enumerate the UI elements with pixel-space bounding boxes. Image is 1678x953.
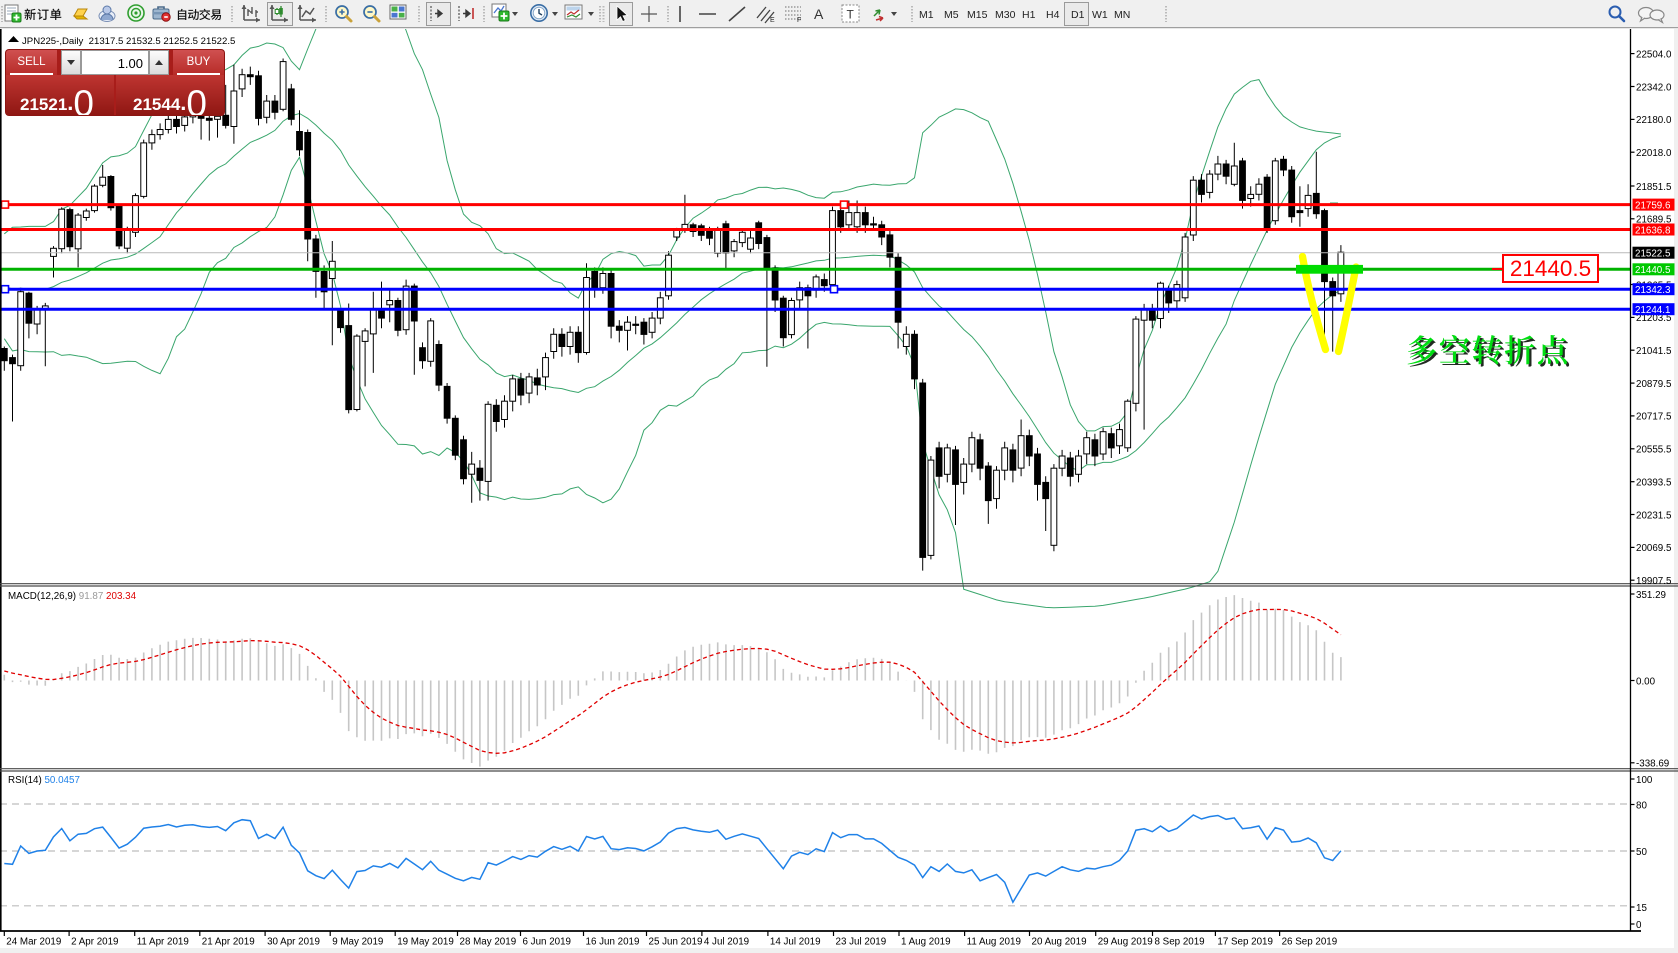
svg-text:21440.5: 21440.5 xyxy=(1635,265,1671,276)
svg-text:80: 80 xyxy=(1636,800,1647,811)
svg-text:21689.5: 21689.5 xyxy=(1636,215,1672,226)
svg-text:21636.8: 21636.8 xyxy=(1635,225,1671,236)
svg-text:21522.5: 21522.5 xyxy=(1635,249,1671,260)
svg-text:0.00: 0.00 xyxy=(1636,676,1656,687)
svg-text:17 Sep 2019: 17 Sep 2019 xyxy=(1217,937,1273,948)
svg-text:MN: MN xyxy=(1114,9,1130,21)
svg-text:15: 15 xyxy=(1636,903,1647,914)
svg-text:14 Jul 2019: 14 Jul 2019 xyxy=(770,937,821,948)
svg-text:-338.69: -338.69 xyxy=(1636,759,1669,770)
svg-text:21 Apr 2019: 21 Apr 2019 xyxy=(202,937,255,948)
svg-text:50: 50 xyxy=(1636,847,1647,858)
svg-text:19907.5: 19907.5 xyxy=(1636,576,1672,587)
svg-text:1 Aug 2019: 1 Aug 2019 xyxy=(901,937,951,948)
svg-text:M1: M1 xyxy=(919,9,934,21)
svg-text:22342.0: 22342.0 xyxy=(1636,82,1672,93)
svg-text:A: A xyxy=(814,6,824,22)
svg-text:21041.5: 21041.5 xyxy=(1636,346,1672,357)
svg-text:20717.5: 20717.5 xyxy=(1636,412,1672,423)
svg-text:W1: W1 xyxy=(1092,9,1108,21)
svg-text:25 Jun 2019: 25 Jun 2019 xyxy=(649,937,703,948)
svg-text:100: 100 xyxy=(1636,775,1653,786)
svg-text:4 Jul 2019: 4 Jul 2019 xyxy=(704,937,749,948)
svg-text:MACD(12,26,9) 91.87 203.34: MACD(12,26,9) 91.87 203.34 xyxy=(8,591,137,602)
svg-text:29 Aug 2019: 29 Aug 2019 xyxy=(1098,937,1153,948)
svg-text:JPN225-,Daily 21317.5 21532.5: JPN225-,Daily 21317.5 21532.5 21252.5 21… xyxy=(22,36,235,47)
svg-text:24 Mar 2019: 24 Mar 2019 xyxy=(6,937,61,948)
svg-text:9 May 2019: 9 May 2019 xyxy=(332,937,383,948)
svg-text:20555.5: 20555.5 xyxy=(1636,445,1672,456)
svg-text:20393.5: 20393.5 xyxy=(1636,478,1672,489)
svg-text:E: E xyxy=(770,17,775,24)
svg-text:16 Jun 2019: 16 Jun 2019 xyxy=(586,937,640,948)
svg-text:D1: D1 xyxy=(1071,9,1085,21)
svg-text:M5: M5 xyxy=(944,9,959,21)
svg-text:21203.5: 21203.5 xyxy=(1636,313,1672,324)
svg-text:20879.5: 20879.5 xyxy=(1636,379,1672,390)
svg-text:30 Apr 2019: 30 Apr 2019 xyxy=(267,937,320,948)
svg-text:11 Apr 2019: 11 Apr 2019 xyxy=(137,937,189,948)
svg-text:8 Sep 2019: 8 Sep 2019 xyxy=(1155,937,1205,948)
svg-text:H1: H1 xyxy=(1022,9,1036,21)
svg-text:22180.0: 22180.0 xyxy=(1636,115,1672,126)
svg-text:H4: H4 xyxy=(1046,9,1060,21)
svg-text:22504.0: 22504.0 xyxy=(1636,49,1672,60)
svg-text:26 Sep 2019: 26 Sep 2019 xyxy=(1282,937,1338,948)
svg-text:19 May 2019: 19 May 2019 xyxy=(397,937,454,948)
svg-text:22018.0: 22018.0 xyxy=(1636,148,1672,159)
svg-text:21342.3: 21342.3 xyxy=(1635,285,1671,296)
svg-text:6 Jun 2019: 6 Jun 2019 xyxy=(523,937,571,948)
svg-text:20069.5: 20069.5 xyxy=(1636,543,1672,554)
svg-text:21759.6: 21759.6 xyxy=(1635,200,1671,211)
svg-text:M30: M30 xyxy=(995,9,1016,21)
svg-text:351.29: 351.29 xyxy=(1636,590,1666,601)
svg-text:0: 0 xyxy=(1636,920,1642,931)
svg-text:M15: M15 xyxy=(967,9,988,21)
svg-text:20 Aug 2019: 20 Aug 2019 xyxy=(1032,937,1087,948)
svg-text:T: T xyxy=(847,8,855,22)
svg-text:20231.5: 20231.5 xyxy=(1636,510,1672,521)
svg-text:2 Apr 2019: 2 Apr 2019 xyxy=(71,937,118,948)
svg-text:21851.5: 21851.5 xyxy=(1636,182,1672,193)
svg-text:F: F xyxy=(797,17,801,24)
svg-text:28 May 2019: 28 May 2019 xyxy=(460,937,517,948)
svg-text:23 Jul 2019: 23 Jul 2019 xyxy=(836,937,887,948)
svg-text:RSI(14) 50.0457: RSI(14) 50.0457 xyxy=(8,775,80,786)
svg-text:21244.1: 21244.1 xyxy=(1635,305,1670,316)
svg-text:11 Aug 2019: 11 Aug 2019 xyxy=(967,937,1021,948)
